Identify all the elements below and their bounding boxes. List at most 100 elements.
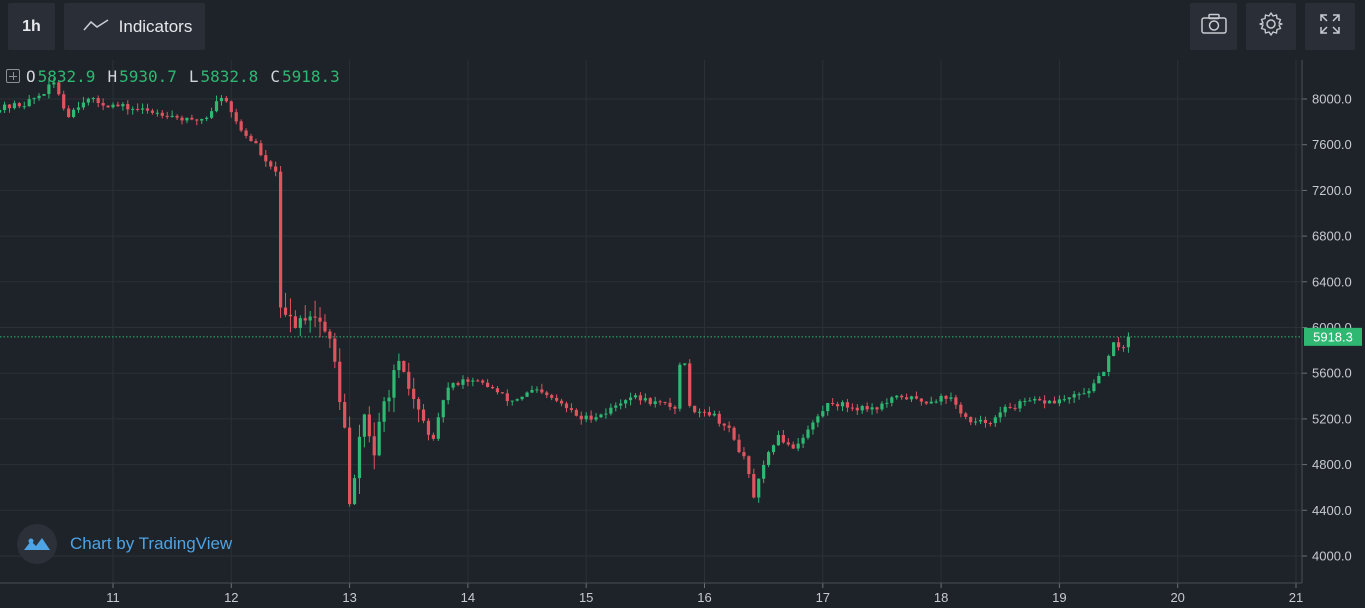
last-price-label: 5918.3: [1313, 329, 1353, 344]
low-value: 5832.8: [200, 66, 259, 86]
candle-body: [150, 110, 155, 113]
candle-body: [909, 396, 914, 400]
x-tick-label: 19: [1052, 590, 1066, 605]
candle-body: [707, 412, 712, 416]
interval-label: 1h: [22, 17, 41, 35]
candle: [471, 377, 475, 387]
candle: [776, 430, 781, 446]
candle: [269, 160, 273, 170]
legend-expand-icon[interactable]: [6, 69, 20, 83]
candle: [1082, 387, 1086, 395]
candle: [27, 94, 31, 107]
candle: [42, 93, 46, 96]
candle-body: [288, 314, 293, 317]
candle: [382, 397, 386, 432]
candle: [7, 103, 12, 113]
candle: [200, 118, 204, 124]
candle: [229, 100, 233, 118]
candle: [555, 394, 559, 403]
candle: [732, 426, 736, 441]
candle: [737, 434, 741, 454]
candle: [505, 389, 509, 406]
candle-body: [520, 396, 524, 400]
candle-body: [964, 413, 968, 417]
candle-body: [180, 117, 184, 121]
candle-body: [904, 397, 909, 400]
candle: [431, 432, 435, 441]
candle: [796, 437, 800, 452]
candle: [525, 391, 529, 398]
candle: [1126, 332, 1131, 353]
candle-body: [742, 452, 746, 457]
candle: [249, 133, 253, 142]
candle-body: [402, 360, 406, 372]
candle: [998, 406, 1002, 423]
tradingview-watermark[interactable]: Chart by TradingView: [17, 524, 232, 564]
candle-body: [914, 396, 919, 399]
camera-icon: [1200, 13, 1227, 40]
snapshot-button[interactable]: [1190, 3, 1237, 50]
candle: [885, 398, 889, 408]
candle: [1112, 342, 1116, 357]
candle: [254, 138, 258, 144]
fullscreen-button[interactable]: [1305, 3, 1355, 50]
candle: [486, 379, 490, 388]
candle-body: [668, 402, 672, 407]
candle-body: [717, 413, 721, 424]
candle: [357, 424, 362, 494]
candle: [944, 394, 948, 405]
candle-body: [998, 412, 1002, 418]
x-tick-label: 14: [461, 590, 475, 605]
candle: [643, 393, 647, 403]
candle-body: [328, 331, 332, 339]
candle-body: [145, 108, 150, 111]
interval-button[interactable]: 1h: [8, 3, 55, 50]
candle-body: [569, 408, 574, 411]
candle: [900, 394, 904, 400]
candle: [1077, 392, 1081, 400]
candle-body: [757, 478, 761, 498]
candle: [481, 379, 485, 385]
high-key: H: [107, 66, 118, 86]
candle: [71, 107, 76, 119]
candle-body: [224, 97, 228, 102]
candle: [195, 118, 199, 126]
candle-body: [446, 387, 450, 401]
candle-body: [140, 108, 145, 110]
candle-body: [555, 397, 559, 401]
x-tick-label: 15: [579, 590, 593, 605]
y-tick-label: 7200.0: [1312, 183, 1352, 198]
candle-body: [584, 415, 588, 420]
candle: [890, 396, 894, 407]
candle: [1018, 399, 1022, 413]
candle: [707, 406, 712, 417]
candle-body: [131, 108, 135, 110]
candle-body: [806, 429, 810, 438]
candle: [624, 399, 628, 409]
candle-body: [436, 417, 440, 439]
settings-button[interactable]: [1246, 3, 1296, 50]
candle-body: [974, 421, 978, 423]
indicators-button[interactable]: Indicators: [64, 3, 205, 50]
y-tick-label: 7600.0: [1312, 137, 1352, 152]
candle: [604, 408, 608, 419]
candle: [693, 405, 697, 414]
y-tick-label: 4000.0: [1312, 549, 1352, 564]
candle-body: [76, 107, 81, 110]
candle-body: [1033, 398, 1037, 401]
candle-body: [86, 98, 90, 103]
candle-body: [1067, 397, 1071, 400]
candle: [421, 404, 426, 424]
candle: [313, 300, 317, 328]
close-value: 5918.3: [281, 66, 340, 86]
candle-body: [298, 318, 302, 328]
x-tick-label: 20: [1170, 590, 1184, 605]
x-tick-label: 18: [934, 590, 948, 605]
candle: [22, 101, 26, 110]
candle: [747, 455, 751, 479]
candle-body: [269, 161, 273, 167]
candle-body: [323, 321, 327, 332]
candle: [870, 403, 874, 415]
candle-body: [155, 112, 159, 114]
